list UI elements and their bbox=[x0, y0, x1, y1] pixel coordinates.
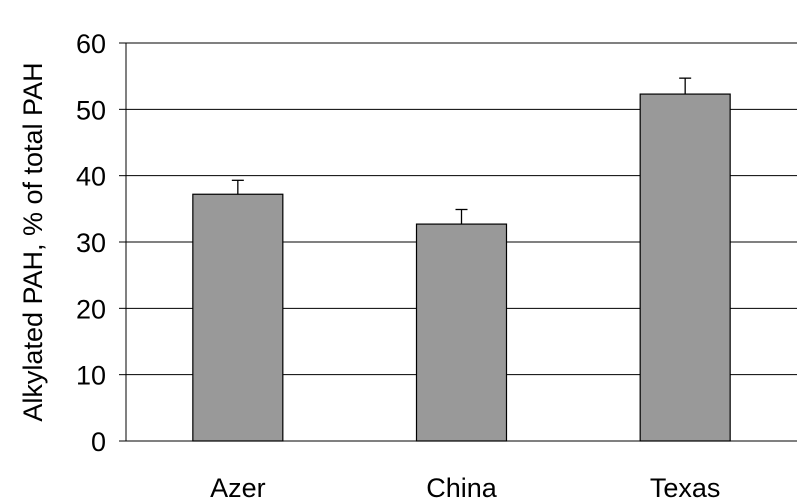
bar-azer bbox=[192, 193, 284, 442]
bars bbox=[192, 93, 731, 442]
x-tick-label-azer: Azer bbox=[210, 473, 266, 503]
y-tick-label: 60 bbox=[76, 29, 106, 59]
bar-texas bbox=[639, 93, 731, 442]
y-tick-label: 0 bbox=[91, 427, 106, 457]
axes bbox=[119, 42, 797, 442]
y-tick-label: 40 bbox=[76, 162, 106, 192]
y-tick-label: 20 bbox=[76, 294, 106, 324]
error-bars bbox=[231, 77, 692, 225]
y-axis-title: Alkylated PAH, % of total PAH bbox=[18, 62, 48, 421]
y-tick-label: 30 bbox=[76, 228, 106, 258]
y-tick-label: 10 bbox=[76, 361, 106, 391]
bar-china bbox=[415, 223, 508, 442]
x-tick-label-texas: Texas bbox=[650, 473, 721, 503]
x-tick-labels: Azer China Texas bbox=[210, 473, 720, 503]
y-tick-labels: 0 10 20 30 40 50 60 bbox=[76, 29, 106, 457]
y-tick-label: 50 bbox=[76, 95, 106, 125]
x-tick-label-china: China bbox=[426, 473, 498, 503]
